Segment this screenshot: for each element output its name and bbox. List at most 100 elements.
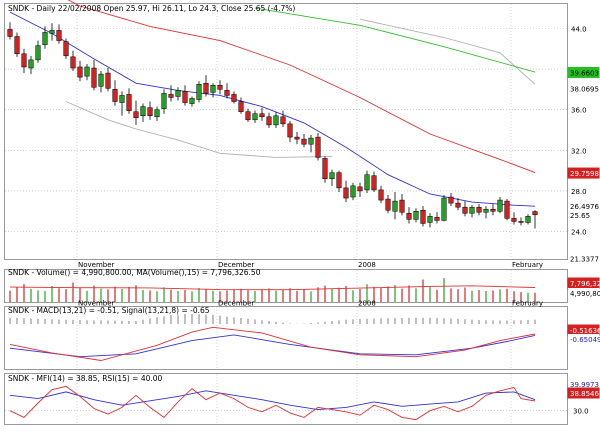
price-chart-title: SNDK - Daily 22/02/2008 Open 25.97, Hi 2… <box>8 4 295 13</box>
price-tag: 29.7598 <box>570 170 599 178</box>
candle-body <box>210 85 216 93</box>
rsi-line <box>9 390 536 411</box>
price-tag: 26.4976 <box>570 203 599 211</box>
candle-body <box>322 158 328 179</box>
candle-body <box>364 174 370 191</box>
y-tick-label: 30.0 <box>573 408 589 416</box>
sma-mid-line <box>67 0 536 174</box>
candle-body <box>294 136 300 140</box>
x-tick-label: December <box>218 300 254 308</box>
x-tick-label: November <box>78 261 115 269</box>
candle-body <box>462 206 468 214</box>
volume-chart-title: SNDK - Volume() = 4,990,800.00, MA(Volum… <box>8 268 261 277</box>
candle-body <box>504 200 510 219</box>
x-tick-label: 2008 <box>358 300 376 308</box>
y-tick-label: 36.0 <box>571 107 587 115</box>
candle-body <box>49 30 55 34</box>
candle-body <box>343 187 349 199</box>
price-tag-bg <box>567 66 600 78</box>
candle-body <box>112 89 118 102</box>
candle-body <box>7 29 13 37</box>
candle-body <box>329 172 335 179</box>
candle-body <box>392 200 398 212</box>
candle-body <box>427 216 433 223</box>
candle-body <box>56 30 62 41</box>
rsi-tag-bg <box>568 379 599 389</box>
rsi-panel-frame <box>4 373 568 425</box>
x-tick-label: 2008 <box>358 261 376 269</box>
candle-body <box>21 53 27 68</box>
candle-body <box>98 73 104 87</box>
candle-body <box>476 206 482 213</box>
candle-body <box>448 196 454 204</box>
candle-body <box>119 95 125 103</box>
x-tick-label: December <box>218 261 254 269</box>
candle-body <box>434 217 440 221</box>
volume-ma-line <box>9 285 536 291</box>
bollinger-lower-line <box>65 101 333 158</box>
candle-body <box>91 67 97 88</box>
price-tag: 38.0695 <box>570 86 599 94</box>
price-panel-frame <box>4 3 568 260</box>
macd-panel-frame <box>4 306 568 370</box>
candle-body <box>140 106 146 117</box>
mfi-line <box>9 385 536 421</box>
candle-body <box>378 189 384 201</box>
candle-body <box>161 93 167 109</box>
mfi-tag: 38.8546 <box>570 390 599 398</box>
mfi-tag-bg <box>567 387 600 399</box>
volume-tag-bg <box>568 288 599 298</box>
candle-body <box>518 221 524 223</box>
candle-body <box>399 199 405 213</box>
x-tick-label: February <box>512 300 543 308</box>
y-tick-label: 24.0 <box>571 229 587 237</box>
price-tag: 39.6603 <box>570 69 599 77</box>
candle-body <box>189 98 195 104</box>
candle-body <box>238 101 244 112</box>
signal-tag: -0.65049 <box>570 336 600 344</box>
candle-body <box>441 197 447 221</box>
candle-body <box>84 66 90 77</box>
candle-body <box>224 90 230 96</box>
bollinger-upper-line <box>359 18 536 85</box>
candle-body <box>525 216 531 223</box>
candle-body <box>371 175 377 191</box>
candle-body <box>455 202 461 208</box>
signal-line <box>9 334 536 358</box>
price-tag-bg <box>568 201 599 212</box>
y-tick-label: 44.0 <box>571 25 587 33</box>
macd-line <box>9 326 536 361</box>
candle-body <box>70 56 76 69</box>
candle-body <box>469 206 475 214</box>
candle-body <box>175 90 181 97</box>
candle-body <box>420 209 426 224</box>
signal-tag-bg <box>568 334 599 344</box>
y-tick-label: 28.0 <box>571 188 587 196</box>
candle-body <box>35 45 41 61</box>
macd-chart-title: SNDK - MACD(13,21) = -0.51, Signal(13,21… <box>8 306 210 315</box>
volume-ma-tag: 7,796,326 <box>570 280 600 288</box>
candle-body <box>266 116 272 126</box>
candle-body <box>532 211 538 216</box>
candle-body <box>77 66 83 78</box>
candle-body <box>357 186 363 192</box>
candle-body <box>280 116 286 125</box>
price-tag-bg <box>568 209 599 220</box>
macd-tag: -0.51636 <box>570 327 600 335</box>
candle-body <box>385 198 391 211</box>
candle-body <box>511 218 517 222</box>
candle-body <box>168 94 174 98</box>
volume-tag: 4,990,800 <box>570 290 600 298</box>
price-tag-bg <box>567 167 600 179</box>
rsi-chart-title: SNDK - MFI(14) = 38.85, RSI(15) = 40.00 <box>8 374 163 383</box>
y-tick-label: 32.0 <box>571 147 587 155</box>
candle-body <box>196 84 202 100</box>
x-tick-label: February <box>512 261 543 269</box>
candle-body <box>406 213 412 220</box>
candle-body <box>182 91 188 103</box>
candle-body <box>308 137 314 145</box>
price-tag-bg <box>568 253 599 264</box>
candle-body <box>490 208 496 212</box>
candle-body <box>483 208 489 213</box>
